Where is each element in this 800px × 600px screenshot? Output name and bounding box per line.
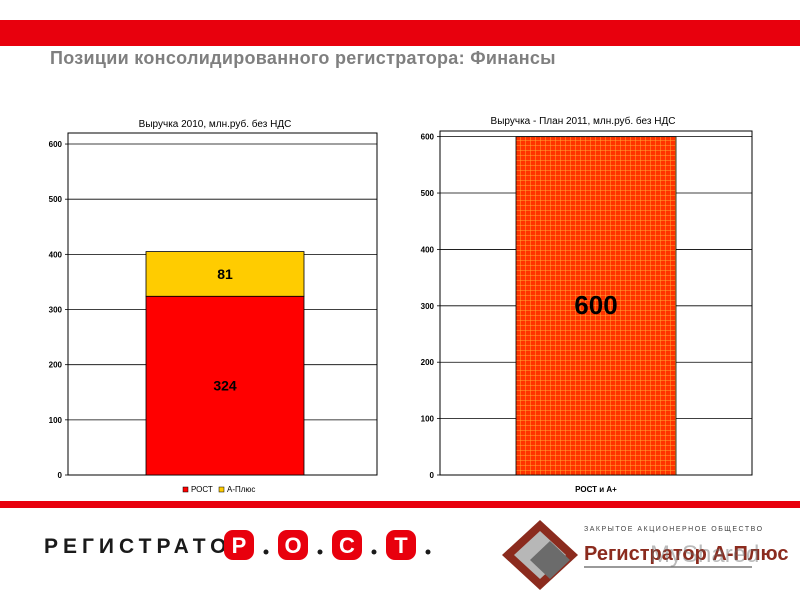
svg-text:С: С xyxy=(339,533,355,558)
y-tick-label: 400 xyxy=(49,250,63,259)
svg-text:О: О xyxy=(284,533,301,558)
bar-plan-2011 xyxy=(515,136,677,476)
logo-letter-t: Т xyxy=(386,530,416,560)
data-label: 324 xyxy=(213,378,237,394)
y-tick-label: 200 xyxy=(421,358,435,367)
top-accent-bar xyxy=(0,20,800,46)
y-tick-label: 600 xyxy=(49,140,63,149)
company-name: Регистратор А-Плюс xyxy=(584,543,789,565)
y-tick-label: 300 xyxy=(421,302,435,311)
logo-dot xyxy=(425,549,431,555)
chart-title: Выручка 2010, млн.руб. без НДС xyxy=(139,118,292,130)
y-tick-label: 0 xyxy=(58,471,63,480)
y-tick-label: 500 xyxy=(421,189,435,198)
svg-text:Р: Р xyxy=(232,533,247,558)
y-tick-label: 100 xyxy=(421,415,435,424)
bar-segment-aplus xyxy=(145,251,305,297)
registrator-aplus-logo: ЗАКРЫТОЕ АКЦИОНЕРНОЕ ОБЩЕСТВО Регистрато… xyxy=(502,520,789,590)
legend-swatch-aplus xyxy=(218,486,225,493)
registrator-rost-logo: РЕГИСТРАТОР Р О С Т xyxy=(44,530,431,560)
logo-letter-s: С xyxy=(332,530,362,560)
data-label: 600 xyxy=(574,290,617,320)
chart-legend: РОСТ А-Плюс xyxy=(182,485,255,494)
page-title: Позиции консолидированного регистратора:… xyxy=(50,48,556,68)
data-label: 81 xyxy=(217,266,233,282)
legend-label-rost: РОСТ xyxy=(191,485,213,494)
legend-swatch-rost xyxy=(182,486,189,493)
y-tick-label: 400 xyxy=(421,245,435,254)
chart-revenue-2010: Выручка 2010, млн.руб. без НДС 0 100 200 30… xyxy=(49,118,378,494)
y-tick-label: 200 xyxy=(49,361,63,370)
x-tick-label: РОСТ и А+ xyxy=(575,485,617,494)
company-type-label: ЗАКРЫТОЕ АКЦИОНЕРНОЕ ОБЩЕСТВО xyxy=(584,526,764,533)
y-tick-label: 100 xyxy=(49,416,63,425)
y-tick-label: 600 xyxy=(421,133,435,142)
logo-text: РЕГИСТРАТОР xyxy=(44,535,250,558)
bar-segment-rost xyxy=(145,295,305,476)
bottom-accent-bar xyxy=(0,501,800,508)
legend-label-aplus: А-Плюс xyxy=(227,485,255,494)
chart-title: Выручка - План 2011, млн.руб. без НДС xyxy=(491,115,676,127)
logo-dot xyxy=(371,549,377,555)
logo-dot xyxy=(263,549,269,555)
logo-letter-r: Р xyxy=(224,530,254,560)
svg-text:Т: Т xyxy=(394,533,408,558)
aplus-emblem-icon xyxy=(502,520,578,590)
y-tick-label: 0 xyxy=(430,471,435,480)
chart-revenue-plan-2011: Выручка - План 2011, млн.руб. без НДС 0 1… xyxy=(421,115,753,494)
logo-dot xyxy=(317,549,323,555)
y-tick-label: 500 xyxy=(49,195,63,204)
y-tick-label: 300 xyxy=(49,306,63,315)
logo-letter-o: О xyxy=(278,530,308,560)
watermark-label: MyShared xyxy=(650,541,759,568)
